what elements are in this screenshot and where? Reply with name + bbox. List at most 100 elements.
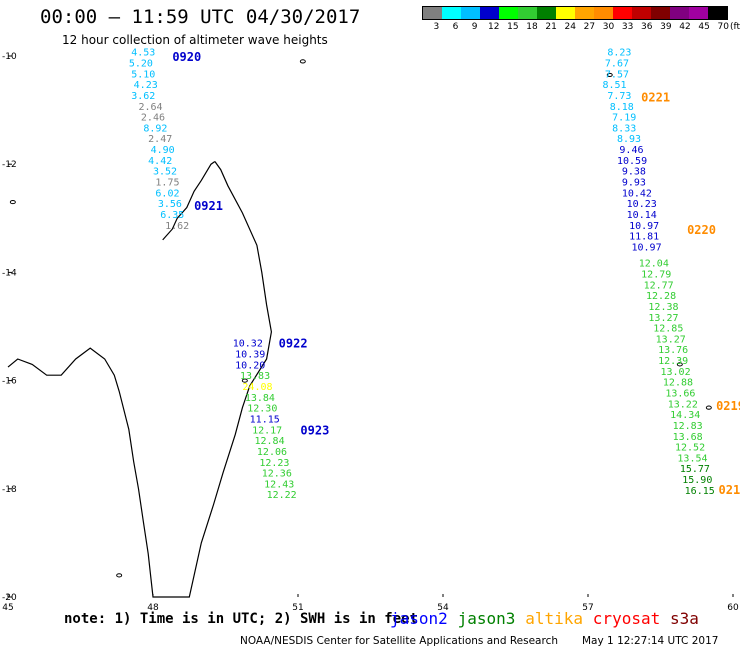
wave-height-label: 12.38: [648, 302, 678, 313]
map-frame: [7, 55, 734, 598]
wave-height-label: 2.64: [139, 102, 163, 113]
wave-height-label: 12.52: [675, 443, 705, 454]
colorbar-tick-label: 36: [640, 22, 653, 32]
track: 10.3210.3910.2013.8324.0813.8412.3011.15…: [233, 337, 308, 501]
colorbar-tick-label: 70: [717, 22, 729, 32]
x-tick-label: 51: [292, 603, 303, 613]
track-time-label: 0920: [172, 50, 201, 64]
legend-item-jason3: jason3: [457, 609, 516, 628]
island: [705, 405, 712, 410]
wave-height-label: 13.76: [658, 345, 688, 356]
island: [241, 378, 248, 383]
generation-timestamp: May 1 12:27:14 UTC 2017: [582, 635, 719, 647]
track-time-label: 0221: [641, 91, 670, 105]
wave-height-label: 12.79: [641, 269, 671, 280]
wave-height-label: 7.57: [605, 69, 629, 80]
wave-height-label: 10.59: [617, 156, 647, 167]
track: 0218: [719, 483, 740, 497]
colorbar-tick-label: 15: [507, 22, 519, 32]
wave-height-label: 5.20: [129, 58, 153, 69]
wave-height-label: 12.84: [255, 436, 285, 447]
colorbar-cell: [575, 7, 594, 19]
y-tick-label: -18: [2, 485, 17, 495]
wave-height-label: 10.97: [632, 242, 662, 253]
wave-height-label: 12.30: [247, 404, 277, 415]
wave-height-label: 10.32: [233, 339, 263, 350]
satellite-tracks: 4.535.205.104.233.622.642.468.922.474.90…: [129, 48, 740, 502]
wave-height-label: 10.97: [629, 221, 659, 232]
colorbar-cell: [556, 7, 575, 19]
y-tick-label: -12: [2, 160, 17, 170]
wave-height-label: 12.77: [644, 280, 674, 291]
wave-height-label: 10.42: [622, 188, 652, 199]
x-tick-label: 60: [727, 603, 739, 613]
colorbar-tick-label: 45: [698, 22, 710, 32]
madagascar-coast-north: [162, 161, 216, 241]
colorbar-cell: [518, 7, 537, 19]
wave-height-label: 16.15: [685, 486, 715, 497]
colorbar-cell: [461, 7, 480, 19]
axis-labels: 45 48 51 54 57 60 -10 -12 -14 -16 -18 -20: [2, 52, 739, 613]
colorbar-cell: [708, 7, 727, 19]
wave-height-label: 13.54: [677, 453, 707, 464]
wave-height-label: 13.27: [648, 313, 678, 324]
wave-height-label: 10.14: [627, 210, 657, 221]
coastline: [7, 59, 712, 598]
wave-height-label: 4.42: [148, 156, 172, 167]
island: [9, 199, 16, 205]
track-time-label: 0219: [716, 399, 740, 413]
track: 0923: [300, 423, 329, 437]
legend-item-s3a: s3a: [670, 609, 699, 628]
wave-height-label: 12.23: [259, 458, 289, 469]
colorbar-unit: (ft): [730, 22, 740, 32]
y-tick-label: -14: [2, 268, 17, 278]
footer-note: note: 1) Time is in UTC; 2) SWH is in fe…: [64, 611, 419, 627]
colorbar-cell: [442, 7, 461, 19]
wave-height-label: 8.18: [610, 102, 634, 113]
track: 8.237.677.578.517.738.187.198.338.939.46…: [603, 48, 671, 254]
wave-height-label: 12.43: [264, 479, 294, 490]
wave-height-label: 14.34: [670, 410, 700, 421]
wave-height-label: 12.28: [646, 291, 676, 302]
colorbar-tick-label: 21: [545, 22, 557, 32]
wave-height-label: 12.39: [658, 356, 688, 367]
colorbar-cell: [594, 7, 613, 19]
colorbar-cell: [689, 7, 708, 19]
wave-height-label: 2.47: [148, 134, 172, 145]
colorbar-cell: [480, 7, 499, 19]
madagascar-coast: [7, 161, 273, 598]
wave-height-label: 7.67: [605, 58, 629, 69]
x-tick-label: 48: [147, 603, 159, 613]
legend-item-cryosat: cryosat: [592, 609, 661, 628]
colorbar-cell: [499, 7, 518, 19]
wave-height-label: 3.56: [158, 199, 182, 210]
wave-height-label: 13.84: [245, 393, 275, 404]
wave-height-label: 8.51: [603, 80, 627, 91]
wave-height-label: 12.88: [663, 378, 693, 389]
wave-height-label: 8.33: [612, 123, 636, 134]
track: 0219: [716, 399, 740, 413]
wave-height-label: 8.93: [617, 134, 641, 145]
track: 4.535.205.104.233.622.642.468.922.474.90…: [129, 48, 201, 232]
wave-height-label: 13.02: [661, 367, 691, 378]
wave-height-label: 12.04: [639, 259, 669, 270]
wave-height-label: 15.90: [682, 475, 712, 486]
y-tick-label: -20: [2, 593, 17, 603]
wave-height-label: 13.27: [656, 334, 686, 345]
track-time-label: 0921: [194, 199, 223, 213]
wave-height-label: 13.22: [668, 399, 698, 410]
colorbar-cell: [632, 7, 651, 19]
wave-height-label: 7.73: [607, 91, 631, 102]
colorbar-tick-label: 12: [487, 22, 500, 32]
track: 12.0412.7912.7712.2812.3813.2712.8513.27…: [639, 223, 716, 497]
wave-height-label: 9.38: [622, 167, 646, 178]
credit-text: NOAA/NESDIS Center for Satellite Applica…: [240, 635, 558, 647]
colorbar-cell: [651, 7, 670, 19]
track-time-label: 0218: [719, 483, 740, 497]
wave-height-label: 7.19: [612, 113, 636, 124]
wave-height-label: 10.20: [235, 360, 265, 371]
wave-height-label: 24.08: [242, 382, 272, 393]
island: [116, 573, 123, 578]
colorbar-cell: [423, 7, 442, 19]
